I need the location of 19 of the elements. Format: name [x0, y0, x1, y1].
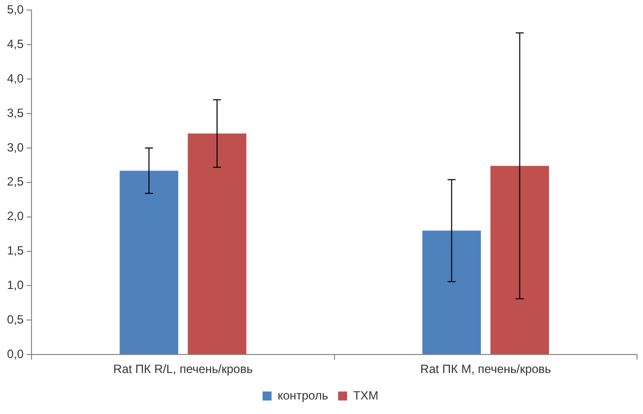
- y-tick-label: 2,5: [6, 174, 24, 189]
- y-tick-label: 3,0: [6, 140, 24, 154]
- y-tick-label: 5,0: [6, 2, 24, 17]
- y-tick-label: 2,0: [6, 209, 24, 224]
- legend-label: контроль: [278, 388, 328, 402]
- x-tick-label: Rat ПК M, печень/кровь: [420, 362, 552, 376]
- bar: [188, 133, 246, 354]
- legend-label: ТХМ: [353, 388, 378, 402]
- y-tick-label: 0,5: [6, 312, 24, 326]
- y-tick-label: 4,5: [6, 36, 24, 51]
- bar: [422, 230, 481, 354]
- y-tick-label: 0,0: [6, 346, 24, 361]
- y-tick-label: 3,5: [6, 106, 24, 120]
- x-tick-label: Rat ПК R/L, печень/кровь: [113, 362, 253, 376]
- y-tick-label: 1,0: [6, 278, 24, 292]
- y-tick-label: 4,0: [6, 71, 24, 86]
- bar: [120, 170, 178, 354]
- y-tick-label: 1,5: [6, 244, 24, 258]
- bar: [490, 166, 549, 354]
